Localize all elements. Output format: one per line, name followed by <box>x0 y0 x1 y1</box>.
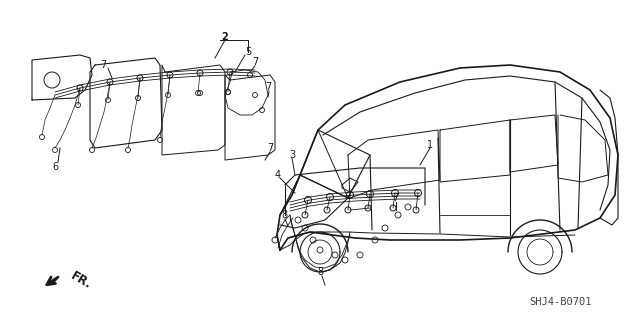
Text: 7: 7 <box>100 60 106 70</box>
Text: 8: 8 <box>281 210 287 220</box>
Text: 3: 3 <box>289 150 295 160</box>
Text: FR.: FR. <box>68 269 93 291</box>
Text: 7: 7 <box>252 57 258 67</box>
Text: 7: 7 <box>265 82 271 92</box>
Text: 1: 1 <box>427 140 433 150</box>
Text: 7: 7 <box>267 143 273 153</box>
Text: 2: 2 <box>221 32 228 42</box>
Text: SHJ4-B0701: SHJ4-B0701 <box>529 297 591 307</box>
Text: 7: 7 <box>392 193 398 203</box>
Text: 8: 8 <box>317 267 323 277</box>
Text: 5: 5 <box>245 47 251 57</box>
Text: 6: 6 <box>52 162 58 172</box>
Text: 4: 4 <box>275 170 281 180</box>
